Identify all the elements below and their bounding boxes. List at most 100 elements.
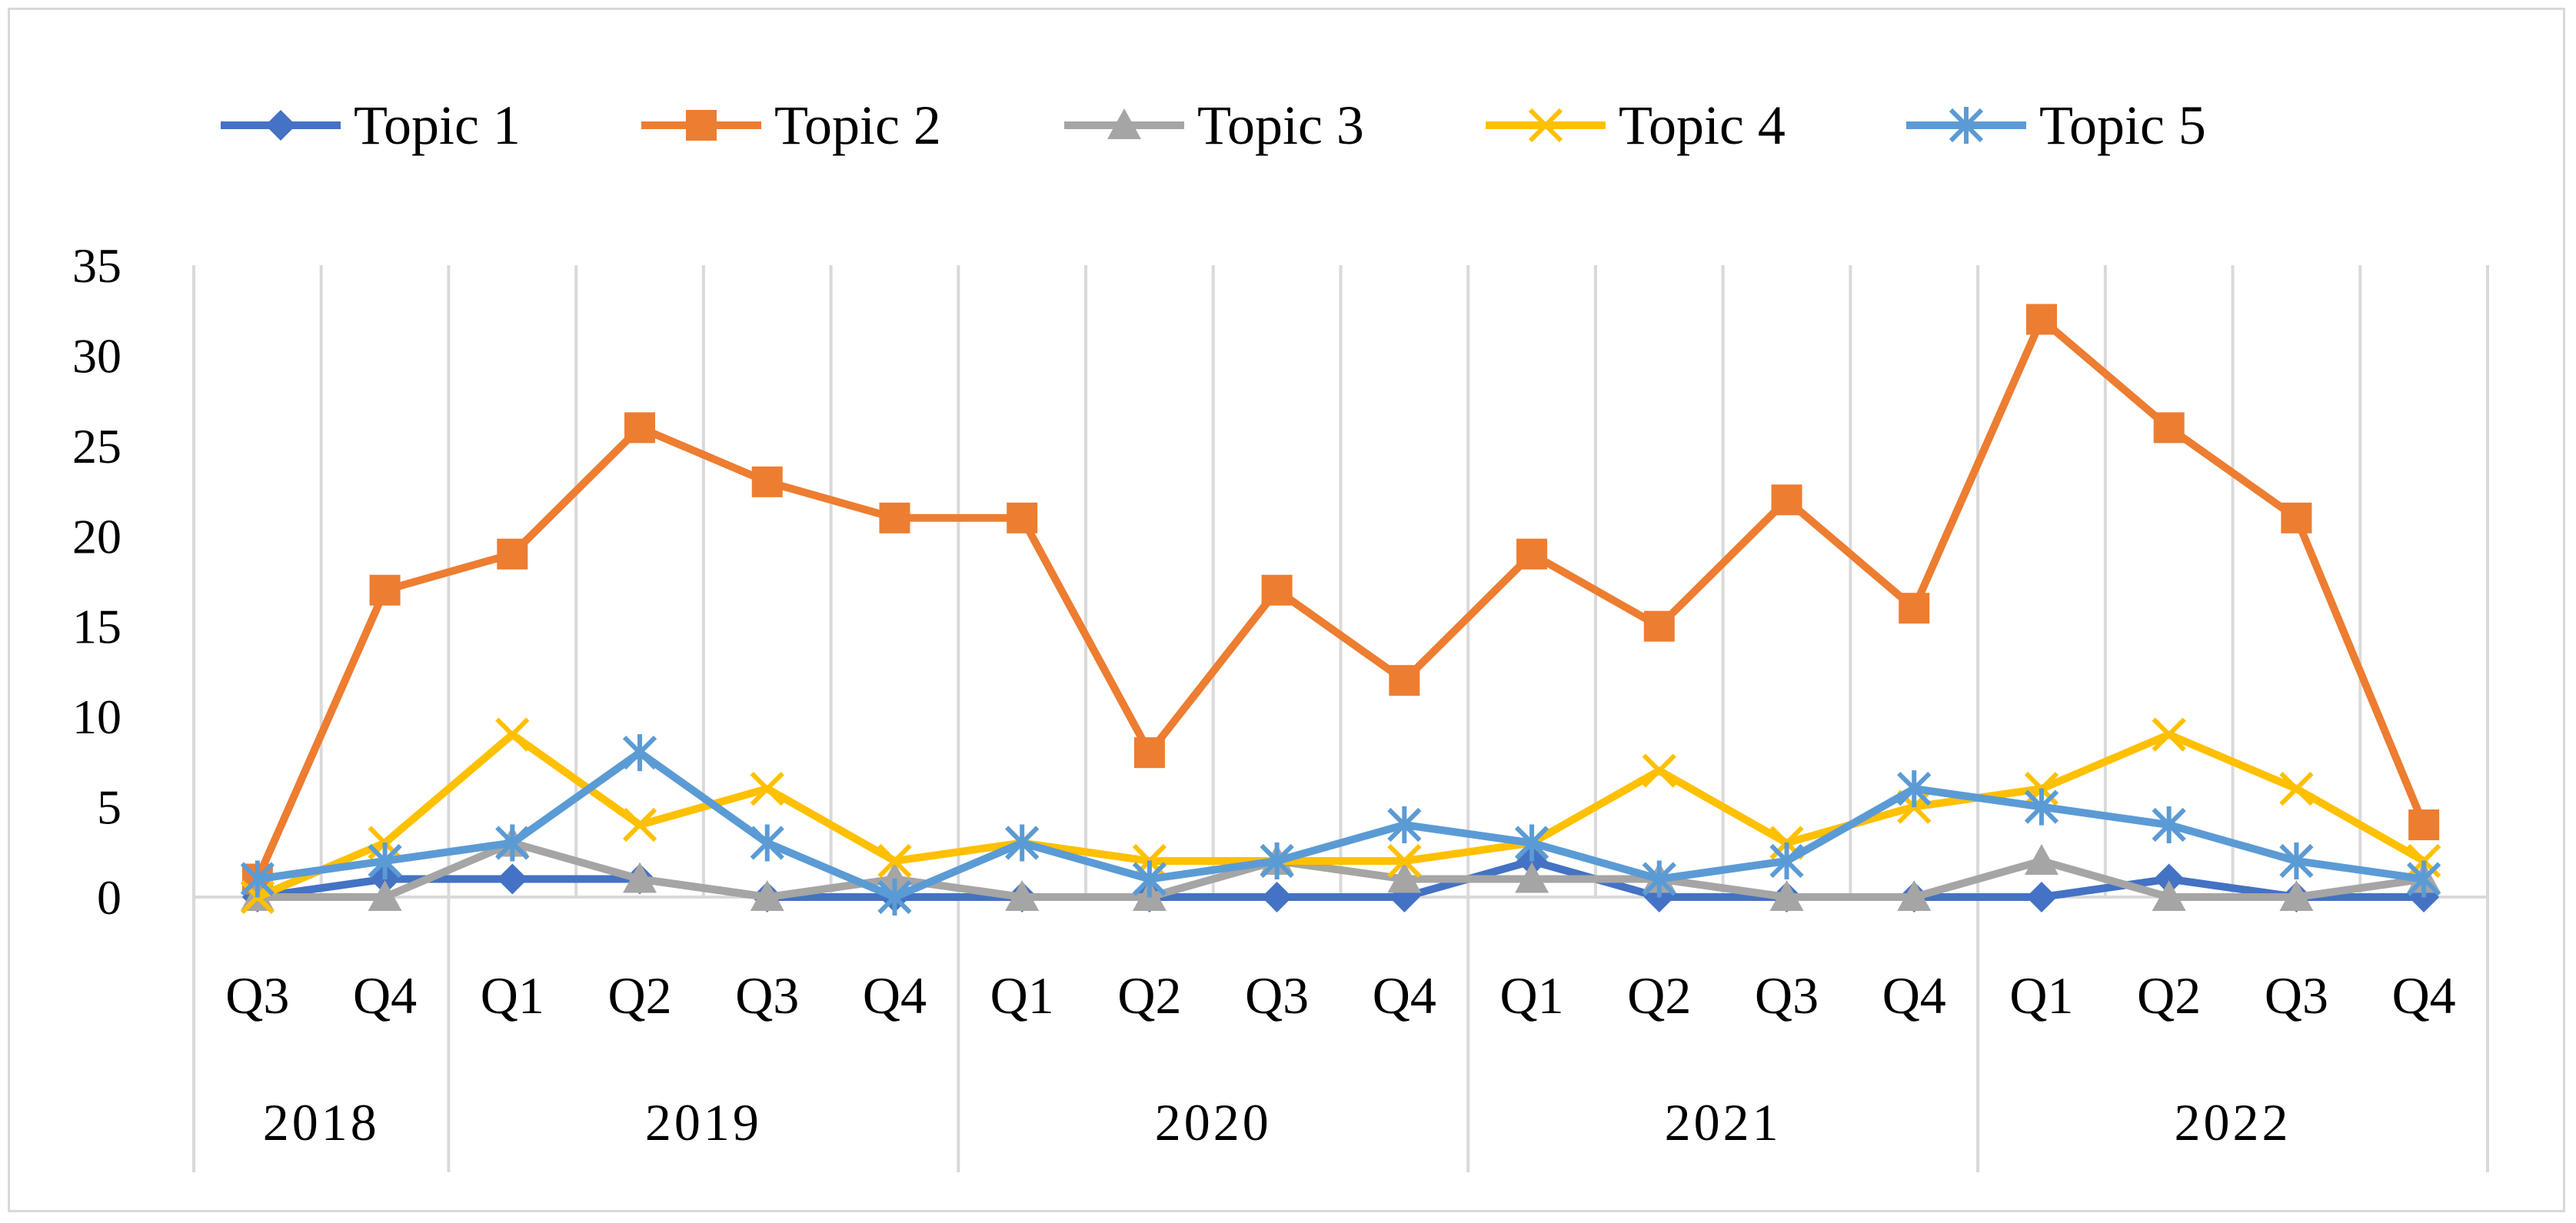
data-point [1133, 737, 1165, 769]
data-point [2408, 809, 2440, 841]
legend-label: Topic 1 [354, 95, 521, 156]
year-label: 2021 [1665, 1093, 1782, 1152]
data-point [1769, 880, 1804, 911]
data-point [1387, 843, 1422, 879]
data-point [1769, 842, 1804, 880]
data-point [497, 863, 528, 895]
x-tick-label: Q4 [2392, 966, 2456, 1025]
data-point [368, 842, 402, 880]
y-tick-label: 20 [72, 509, 121, 563]
data-point [1387, 862, 1422, 893]
data-point [877, 879, 912, 916]
year-label: 2022 [2175, 1093, 2291, 1152]
gridlines [192, 265, 2489, 899]
data-point [624, 412, 656, 444]
legend-entry: Topic 5 [1906, 95, 2206, 156]
year-label: 2020 [1155, 1093, 1272, 1152]
x-tick-label: Q2 [1627, 966, 1691, 1025]
series-line [253, 749, 2428, 901]
data-point [1005, 880, 1040, 911]
data-point [2407, 860, 2441, 898]
data-point [1387, 806, 1422, 844]
data-point [497, 538, 528, 570]
data-point [1643, 610, 1675, 642]
data-point [1261, 574, 1293, 606]
x-tick-label: Q4 [1882, 966, 1946, 1025]
data-point [1005, 824, 1040, 862]
legend-entry: Topic 1 [221, 95, 521, 156]
y-tick-label: 35 [72, 238, 121, 293]
year-label: 2018 [263, 1093, 380, 1152]
x-tick-label: Q4 [863, 966, 927, 1025]
x-tick-label: Q3 [225, 966, 289, 1025]
x-tick-label: Q3 [2265, 966, 2328, 1025]
data-point [877, 862, 912, 893]
legend-label: Topic 5 [2039, 95, 2206, 156]
data-point [1899, 593, 1930, 624]
x-tick-label: Q4 [353, 966, 417, 1025]
data-point [2281, 502, 2312, 533]
data-point [2279, 842, 2314, 880]
data-point [2025, 304, 2057, 335]
data-point [1771, 484, 1802, 516]
y-tick-label: 15 [72, 600, 121, 654]
data-point [1260, 842, 1294, 880]
x-tick-label: Q2 [1117, 966, 1181, 1025]
legend-marker [1107, 108, 1141, 139]
data-point [2153, 863, 2185, 895]
x-tick-label: Q3 [735, 966, 799, 1025]
x-tick-label: Q3 [1755, 966, 1819, 1025]
legend-entry: Topic 2 [641, 95, 941, 156]
y-tick-label: 30 [72, 328, 121, 383]
series-line [253, 839, 2428, 901]
y-tick-label: 0 [97, 870, 121, 925]
legend-entry: Topic 4 [1486, 95, 1786, 156]
data-point [2279, 880, 2314, 911]
data-point [2024, 844, 2058, 876]
x-tick-label: Q1 [481, 966, 544, 1025]
legend: Topic 1 Topic 2 Topic 3 Topic 4 Topic 5 [221, 95, 2206, 156]
data-point [1515, 862, 1549, 893]
legend-marker [1528, 108, 1563, 143]
data-point [1132, 860, 1167, 898]
data-point [1516, 538, 1548, 570]
x-tick-label: Q1 [1500, 966, 1564, 1025]
x-axis: Q3 Q4 Q1 Q2 Q3 Q4 Q1 Q2 Q3 Q4 Q1 Q2 Q3 Q4 Q1 Q2 Q3 Q4 2018… [192, 897, 2489, 1172]
legend-label: Topic 4 [1619, 95, 1786, 156]
data-point [495, 824, 530, 862]
data-point [2152, 880, 2186, 911]
year-label: 2019 [645, 1093, 762, 1152]
data-point [2025, 882, 2057, 912]
data-point [879, 502, 910, 533]
data-point [1642, 860, 1676, 898]
data-point [368, 880, 402, 911]
data-point [2152, 717, 2186, 752]
data-point [495, 717, 530, 752]
data-point [369, 574, 401, 606]
legend-marker [1949, 107, 1984, 144]
data-point [622, 734, 657, 772]
legend-entry: Topic 3 [1064, 95, 1364, 156]
data-point [2279, 771, 2314, 806]
legend-marker [686, 110, 717, 141]
data-point [1514, 824, 1549, 862]
x-tick-label: Q2 [607, 966, 671, 1025]
data-point [750, 880, 784, 911]
y-tick-label: 25 [72, 419, 121, 474]
data-point [877, 843, 912, 879]
data-point [2152, 806, 2186, 844]
series-topic-2 [241, 304, 2440, 895]
data-point [240, 860, 275, 898]
data-point [623, 862, 657, 893]
legend-label: Topic 3 [1197, 95, 1364, 156]
data-point [751, 466, 783, 497]
series-line [253, 730, 2428, 901]
x-tick-label: Q1 [2009, 966, 2073, 1025]
x-tick-label: Q2 [2137, 966, 2201, 1025]
y-axis: 0 5 10 15 20 25 30 35 [72, 238, 121, 925]
legend-label: Topic 2 [774, 95, 941, 156]
data-point [2153, 412, 2185, 444]
x-tick-label: Q1 [990, 966, 1054, 1025]
data-point [1897, 880, 1932, 911]
